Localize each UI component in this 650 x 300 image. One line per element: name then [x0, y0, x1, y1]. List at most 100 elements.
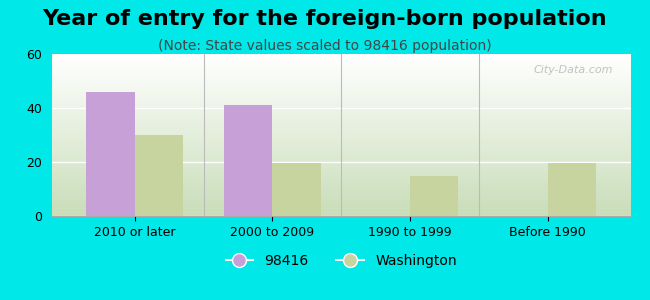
Bar: [52, 91, 630, 93]
Bar: [52, 205, 630, 206]
Bar: [52, 57, 630, 59]
Bar: [52, 96, 630, 98]
Bar: [52, 120, 630, 122]
Bar: [52, 127, 630, 128]
Bar: [52, 140, 630, 142]
Bar: [52, 136, 630, 138]
Bar: [52, 184, 630, 185]
Bar: [548, 163, 596, 216]
Bar: [52, 111, 630, 112]
Bar: [410, 176, 458, 216]
Bar: [135, 135, 183, 216]
Bar: [52, 159, 630, 161]
Bar: [52, 187, 630, 188]
Bar: [52, 148, 630, 150]
Bar: [52, 174, 630, 176]
Bar: [52, 213, 630, 214]
Bar: [52, 188, 630, 190]
Bar: [52, 193, 630, 195]
Bar: [52, 54, 630, 56]
Bar: [52, 134, 630, 135]
Bar: [52, 190, 630, 192]
Bar: [52, 142, 630, 143]
Bar: [52, 99, 630, 101]
Bar: [52, 185, 630, 187]
Bar: [52, 80, 630, 82]
Bar: [52, 56, 630, 57]
Bar: [52, 82, 630, 83]
Bar: [52, 116, 630, 117]
Bar: [224, 105, 272, 216]
Bar: [52, 153, 630, 154]
Bar: [52, 158, 630, 159]
Bar: [52, 161, 630, 163]
Bar: [52, 90, 630, 91]
Text: City-Data.com: City-Data.com: [534, 65, 613, 75]
Bar: [52, 93, 630, 94]
Bar: [52, 156, 630, 158]
Bar: [52, 146, 630, 148]
Bar: [52, 203, 630, 205]
Bar: [52, 59, 630, 61]
Bar: [52, 196, 630, 198]
Bar: [52, 209, 630, 211]
Bar: [52, 112, 630, 114]
Bar: [52, 211, 630, 213]
Bar: [52, 176, 630, 177]
Bar: [52, 192, 630, 193]
Bar: [52, 167, 630, 169]
Bar: [52, 169, 630, 171]
Bar: [52, 180, 630, 182]
Bar: [52, 132, 630, 134]
Bar: [52, 67, 630, 69]
Bar: [52, 104, 630, 106]
Bar: [52, 198, 630, 200]
Bar: [52, 69, 630, 70]
Bar: [52, 145, 630, 146]
Bar: [52, 83, 630, 85]
Bar: [52, 114, 630, 116]
Bar: [52, 214, 630, 216]
Bar: [52, 103, 630, 104]
Bar: [52, 88, 630, 90]
Bar: [52, 119, 630, 120]
Bar: [52, 101, 630, 103]
Bar: [52, 124, 630, 125]
Bar: [52, 98, 630, 99]
Bar: [52, 200, 630, 201]
Bar: [52, 70, 630, 72]
Bar: [52, 150, 630, 151]
Bar: [52, 208, 630, 209]
Bar: [52, 182, 630, 184]
Bar: [52, 77, 630, 78]
Bar: [52, 85, 630, 86]
Bar: [52, 179, 630, 180]
Bar: [52, 72, 630, 74]
Legend: 98416, Washington: 98416, Washington: [220, 249, 463, 274]
Bar: [52, 117, 630, 119]
Bar: [52, 201, 630, 203]
Bar: [52, 107, 630, 109]
Bar: [52, 130, 630, 132]
Bar: [52, 154, 630, 156]
Bar: [52, 74, 630, 75]
Bar: [52, 171, 630, 172]
Bar: [52, 164, 630, 166]
Bar: [52, 64, 630, 65]
Bar: [52, 65, 630, 67]
Bar: [52, 109, 630, 111]
Bar: [52, 75, 630, 77]
Bar: [52, 206, 630, 208]
Bar: [52, 94, 630, 96]
Bar: [52, 143, 630, 145]
Bar: [52, 61, 630, 62]
Bar: [52, 125, 630, 127]
Bar: [272, 163, 320, 216]
Bar: [52, 166, 630, 167]
Bar: [52, 122, 630, 124]
Bar: [52, 86, 630, 88]
Bar: [52, 135, 630, 136]
Bar: [52, 163, 630, 164]
Bar: [52, 62, 630, 64]
Bar: [52, 128, 630, 130]
